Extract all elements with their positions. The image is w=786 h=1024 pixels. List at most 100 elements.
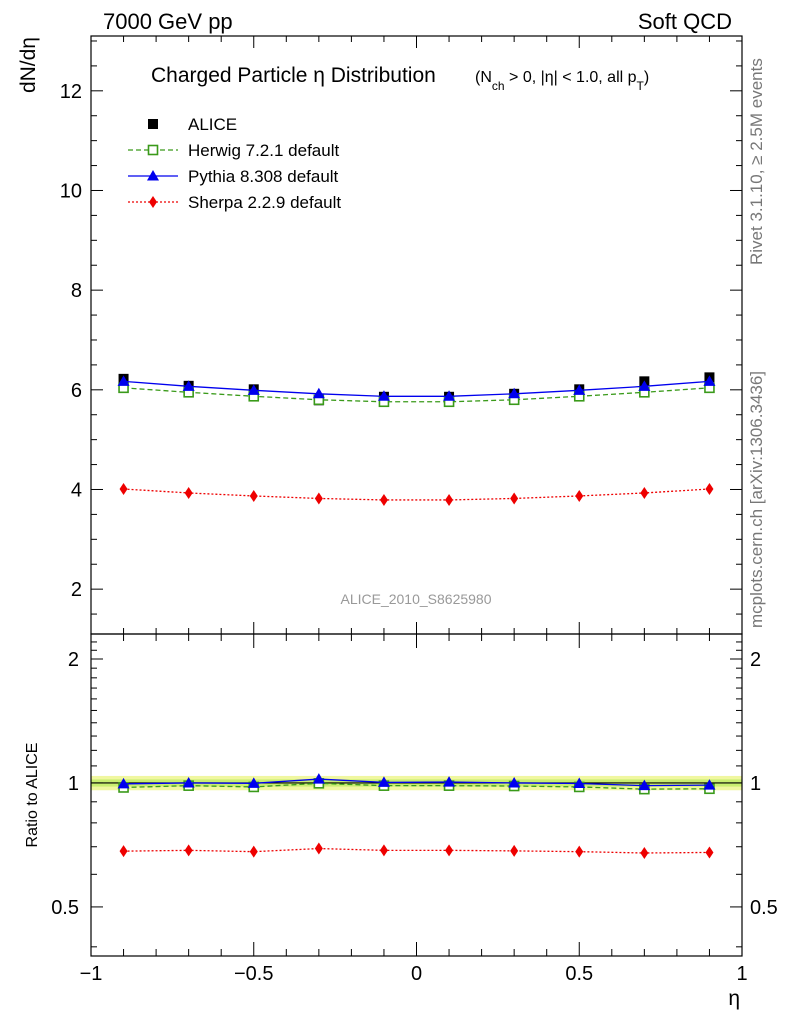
ratio-frame: [90, 633, 743, 957]
data-point: [117, 777, 130, 789]
data-point: [443, 776, 456, 787]
data-point: [508, 387, 521, 399]
data-point: [705, 846, 714, 859]
data-point: [510, 492, 519, 505]
data-point: [119, 845, 128, 858]
legend-item-alice: ALICE: [148, 115, 237, 134]
legend-item-pythia: Pythia 8.308 default: [128, 167, 339, 186]
series-line: [123, 380, 710, 397]
y-tick-label: 8: [71, 280, 82, 302]
chart-title: Charged Particle η Distribution: [151, 64, 436, 87]
header-right-label: Soft QCD: [638, 9, 732, 34]
y-tick-label: 10: [60, 180, 82, 202]
data-point: [184, 844, 193, 857]
ratio-series-sherpa: [119, 842, 714, 859]
data-point: [119, 482, 128, 495]
chart-subtitle-part: T: [637, 79, 645, 93]
main-panel: 2 4 6 8 10 12 dN/dη Charged Particle η Distribu…: [17, 35, 743, 635]
data-point: [182, 776, 195, 788]
series-sherpa: [119, 482, 714, 506]
y-tick-label: 0.5: [51, 897, 79, 919]
legend-item-sherpa: Sherpa 2.2.9 default: [128, 193, 341, 212]
chart-subtitle-part: ch: [492, 79, 505, 93]
series-line: [123, 778, 710, 787]
ratio-series-pythia: [117, 773, 716, 791]
data-point: [247, 777, 260, 788]
legend-label: Pythia 8.308 default: [188, 167, 339, 186]
data-point: [247, 384, 260, 395]
legend-marker: [149, 196, 157, 208]
series-alice: [118, 372, 715, 406]
data-point: [638, 380, 651, 391]
legend-label: Sherpa 2.2.9 default: [188, 193, 341, 212]
data-point: [640, 846, 649, 859]
legend-label: ALICE: [188, 115, 237, 134]
data-point: [573, 384, 586, 395]
data-point: [575, 845, 584, 858]
data-point: [443, 390, 456, 401]
x-tick-label: 0: [411, 963, 422, 985]
y-tick-label: 1: [68, 773, 79, 795]
header-left-label: 7000 GeV pp: [103, 9, 233, 34]
data-point: [379, 493, 388, 506]
y-tick-label: 2: [71, 579, 82, 601]
legend-label: Herwig 7.2.1 default: [188, 141, 339, 160]
data-point: [182, 380, 195, 391]
chart-subtitle-part: > 0, |η| < 1.0, all p: [505, 69, 637, 86]
y-tick-label-right: 0.5: [750, 897, 778, 919]
legend-item-herwig: Herwig 7.2.1 default: [128, 141, 339, 160]
series-line: [123, 387, 710, 403]
data-point: [314, 492, 323, 505]
data-point: [314, 842, 323, 855]
data-point: [445, 844, 454, 857]
y-tick-label: 12: [60, 81, 82, 103]
data-point: [703, 375, 716, 386]
x-axis-label: η: [728, 987, 740, 1010]
data-point: [312, 387, 325, 399]
y-tick-label: 4: [71, 479, 82, 501]
data-point: [638, 779, 651, 791]
x-tick-label: −0.5: [234, 963, 273, 985]
data-point: [510, 844, 519, 857]
chart-subtitle-part: ): [644, 69, 649, 86]
data-point: [508, 776, 521, 788]
y-tick-label: 2: [68, 649, 79, 671]
y-axis-label: dN/dη: [17, 37, 40, 93]
x-tick-label: −1: [80, 963, 103, 985]
legend-marker: [148, 119, 158, 129]
series-line: [123, 488, 710, 501]
data-point: [573, 777, 586, 788]
data-point: [379, 844, 388, 857]
data-point: [703, 779, 716, 790]
data-point: [184, 486, 193, 499]
data-point: [249, 845, 258, 858]
y-tick-label: 6: [71, 380, 82, 402]
chart-subtitle: (Nch > 0, |η| < 1.0, all pT): [475, 69, 649, 93]
data-point: [705, 482, 714, 495]
y-tick-label-right: 2: [750, 649, 761, 671]
series-pythia: [117, 375, 716, 401]
ratio-y-axis-label: Ratio to ALICE: [24, 743, 41, 848]
data-point: [377, 776, 390, 787]
legend: ALICE Herwig 7.2.1 default Pythia 8.308 de…: [128, 115, 341, 212]
side-rivet-label: Rivet 3.1.10, ≥ 2.5M events: [747, 58, 766, 265]
legend-marker: [147, 170, 159, 181]
x-tick-label: 1: [736, 963, 747, 985]
chart-subtitle-part: (N: [475, 69, 492, 86]
data-point: [312, 773, 325, 784]
series-line: [123, 847, 710, 854]
data-point: [575, 489, 584, 502]
series-herwig: [118, 382, 715, 408]
data-point: [445, 493, 454, 506]
analysis-watermark: ALICE_2010_S8625980: [340, 591, 491, 607]
x-tick-label: 0.5: [565, 963, 593, 985]
data-point: [377, 390, 390, 401]
series-line: [123, 782, 710, 790]
y-tick-label-right: 1: [750, 773, 761, 795]
data-point: [117, 375, 130, 386]
data-point: [249, 489, 258, 502]
legend-marker: [147, 144, 159, 156]
data-point: [640, 486, 649, 499]
